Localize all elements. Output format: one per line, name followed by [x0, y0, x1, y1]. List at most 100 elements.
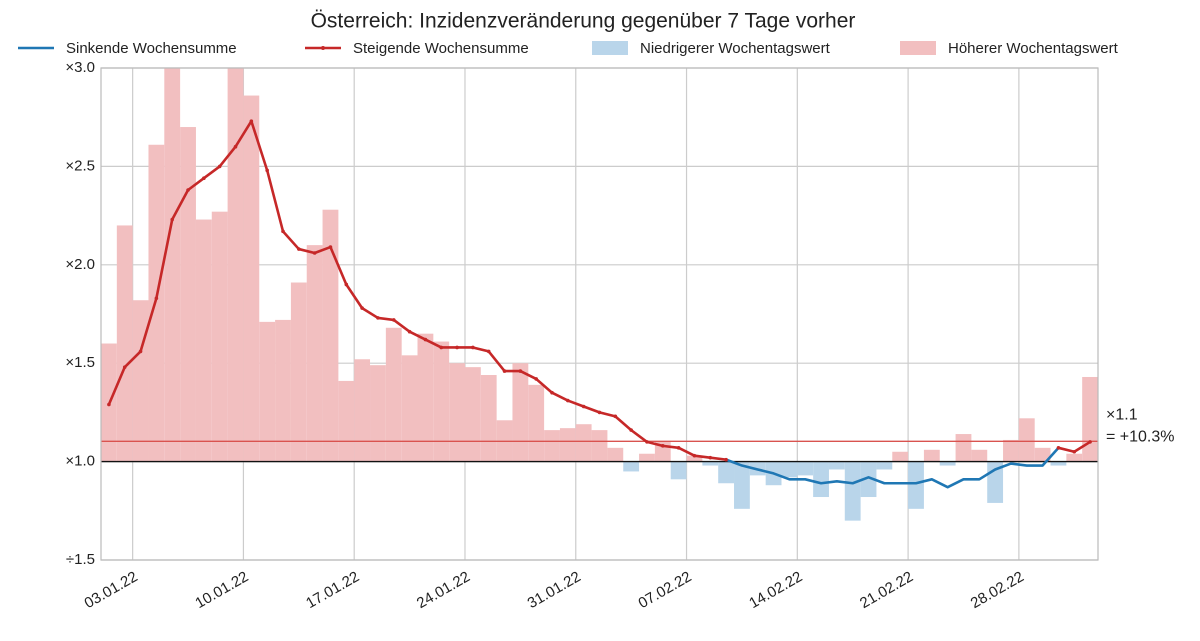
line [725, 446, 1060, 489]
bar [370, 365, 386, 462]
bar [607, 447, 624, 462]
bar [195, 219, 212, 462]
line-marker [645, 440, 649, 444]
bar [290, 282, 307, 462]
bar [148, 144, 165, 462]
bar [955, 434, 972, 462]
bar [923, 449, 940, 462]
bar [401, 355, 418, 462]
line-marker [566, 398, 570, 403]
bar [623, 461, 640, 472]
bar [639, 453, 655, 462]
bar [338, 380, 355, 462]
line-marker [344, 282, 349, 287]
bar [559, 428, 576, 462]
line-marker [407, 329, 412, 334]
line-marker [281, 229, 285, 234]
line-marker [1072, 449, 1077, 454]
bar [939, 461, 956, 466]
line-marker [581, 404, 586, 409]
line-marker [328, 245, 333, 249]
bar [464, 367, 481, 462]
bar [844, 461, 861, 521]
bar [797, 461, 814, 476]
bar [1082, 376, 1098, 462]
line-marker [312, 251, 317, 255]
bar [1034, 447, 1051, 462]
annotation: ×1.1 [1106, 407, 1138, 424]
line-marker [217, 164, 222, 169]
bar [876, 461, 893, 470]
y-tick-label: ×1.0 [65, 453, 95, 470]
line-marker [1056, 446, 1061, 450]
line-marker [265, 168, 269, 173]
bar [417, 333, 434, 462]
line-marker [676, 446, 681, 450]
line-marker [661, 444, 665, 448]
bar [734, 461, 750, 509]
line-marker [170, 217, 175, 222]
bar [575, 424, 592, 462]
y-tick-label: ÷1.5 [66, 551, 95, 568]
bar [1018, 418, 1035, 462]
line-marker [724, 457, 728, 462]
legend-swatch [900, 41, 936, 55]
bar [227, 68, 244, 462]
bar [686, 455, 703, 462]
line-marker [423, 337, 428, 342]
line-marker [534, 377, 538, 381]
bar [591, 430, 608, 462]
line-marker [138, 349, 143, 354]
line-marker [154, 296, 159, 301]
bar [433, 341, 450, 462]
line-marker [202, 176, 206, 181]
line-marker [439, 345, 444, 350]
bar [860, 461, 877, 498]
legend-label: Niedrigerer Wochentagswert [640, 40, 831, 57]
line-marker [297, 247, 301, 251]
line-marker [1088, 440, 1092, 444]
line-marker [376, 316, 380, 320]
annotation: = +10.3% [1106, 429, 1175, 446]
bar [385, 327, 402, 462]
y-tick-label: ×2.0 [65, 256, 95, 273]
bar [259, 321, 276, 462]
line-marker [186, 188, 190, 192]
bar [892, 451, 909, 462]
line-marker [391, 318, 396, 322]
chart-title: Österreich: Inzidenzveränderung gegenübe… [311, 10, 856, 33]
bar [528, 384, 545, 462]
bar [908, 461, 924, 509]
bar [828, 461, 845, 470]
y-tick-label: ×2.5 [65, 157, 95, 174]
line-marker [502, 369, 507, 373]
line-marker [486, 349, 491, 354]
legend-label: Höherer Wochentagswert [948, 40, 1119, 57]
line-marker [249, 119, 254, 123]
line-marker [597, 410, 602, 415]
line-marker [692, 453, 697, 458]
bar [670, 461, 687, 480]
bar [781, 461, 798, 478]
line-marker [471, 345, 475, 350]
line-marker [107, 402, 111, 407]
bar [1066, 453, 1083, 462]
bar [322, 209, 339, 462]
bar [211, 211, 228, 462]
bar [116, 225, 133, 462]
legend-swatch [592, 41, 628, 55]
line-marker [708, 455, 713, 460]
bar [544, 430, 560, 462]
bar [180, 127, 196, 462]
bar [354, 359, 371, 462]
line-marker [518, 369, 523, 373]
bar [164, 68, 181, 462]
bar [132, 300, 149, 462]
bar [512, 363, 529, 462]
bar [702, 461, 719, 466]
legend-label: Sinkende Wochensumme [66, 40, 237, 57]
bar [480, 375, 497, 462]
bar [449, 363, 465, 462]
bar [971, 449, 988, 462]
